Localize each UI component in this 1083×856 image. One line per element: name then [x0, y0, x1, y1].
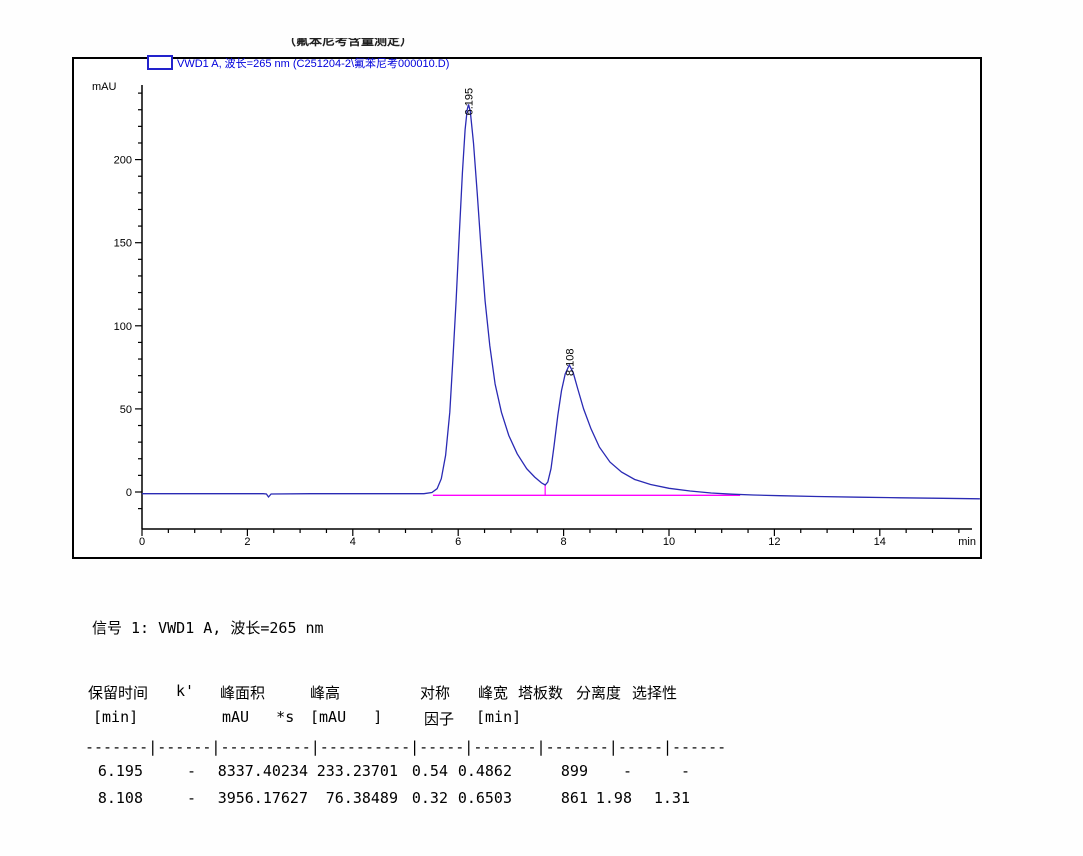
- table-cell: 0.4862: [457, 762, 512, 780]
- table-cell: 3956.17627: [217, 789, 308, 807]
- table-header-unit-cell: mAU *s: [222, 708, 295, 726]
- x-tick-label: 10: [663, 536, 675, 548]
- x-tick-label: 4: [350, 536, 356, 548]
- table-cell: 899: [560, 762, 588, 780]
- clipped-header-label: （氟苯尼考含量测定）: [283, 38, 414, 49]
- table-cell: 8.108: [97, 789, 143, 807]
- signal-trace: [142, 104, 980, 500]
- table-cell: 1.98: [595, 789, 632, 807]
- table-separator: -------|------|----------|----------|---…: [85, 738, 727, 756]
- table-cell: 1.31: [653, 789, 690, 807]
- x-tick-label: 12: [768, 536, 780, 548]
- peak-rt-label: 8.108: [564, 348, 576, 376]
- table-cell: 0.54: [411, 762, 448, 780]
- table-header-cell: 峰高: [310, 684, 341, 702]
- table-cell: 861: [560, 789, 588, 807]
- x-tick-label: 0: [139, 536, 145, 548]
- table-cell: 0.6503: [457, 789, 512, 807]
- y-tick-label: 50: [120, 404, 132, 416]
- x-tick-label: 6: [455, 536, 461, 548]
- x-tick-label: 8: [561, 536, 567, 548]
- table-cell: 233.23701: [316, 762, 398, 780]
- table-header-cell: 峰面积: [220, 684, 266, 702]
- table-header-unit-cell: [mAU ]: [310, 708, 383, 726]
- table-cell: -: [186, 762, 196, 780]
- table-header-unit-cell: [min]: [93, 708, 139, 726]
- table-cell: 8337.40234: [217, 762, 308, 780]
- table-cell: -: [680, 762, 690, 780]
- y-tick-label: 100: [114, 321, 132, 333]
- x-tick-label: 14: [874, 536, 886, 548]
- table-cell: -: [186, 789, 196, 807]
- y-tick-label: 200: [114, 155, 132, 167]
- chromatogram-panel: VWD1 A, 波长=265 nm (C251204-2\氟苯尼考000010.…: [72, 55, 982, 559]
- clipped-header-text: （氟苯尼考含量测定）: [283, 38, 453, 49]
- peak-rt-label: 6.195: [464, 88, 476, 116]
- table-cell: 6.195: [97, 762, 143, 780]
- signal-title: 信号 1: VWD1 A, 波长=265 nm: [92, 619, 324, 637]
- legend-label: VWD1 A, 波长=265 nm (C251204-2\氟苯尼考000010.…: [177, 58, 450, 70]
- x-axis-unit: min: [958, 536, 976, 548]
- table-header-unit-cell: 因子: [424, 710, 455, 728]
- table-cell: 0.32: [411, 789, 448, 807]
- chromatogram-plot: 0 2 4 6 8 10 12 14 min 0 50 100 150 200 mAU 6.195 8.108: [92, 81, 980, 548]
- table-cell: 76.38489: [325, 789, 398, 807]
- legend-swatch: [147, 55, 173, 70]
- table-header-cell: 分离度: [576, 684, 622, 702]
- table-header-cell: 峰宽: [478, 684, 509, 702]
- table-header-cell: k': [176, 682, 195, 700]
- table-header-cell: 对称: [420, 684, 451, 702]
- table-header-cell: 塔板数: [518, 684, 564, 702]
- y-axis-unit: mAU: [92, 81, 117, 93]
- table-cell: -: [622, 762, 632, 780]
- table-header-unit-cell: [min]: [476, 708, 522, 726]
- y-tick-label: 0: [126, 487, 132, 499]
- y-tick-label: 150: [114, 238, 132, 250]
- table-header-cell: 保留时间: [88, 684, 149, 702]
- x-tick-label: 2: [244, 536, 250, 548]
- table-header-cell: 选择性: [632, 684, 678, 702]
